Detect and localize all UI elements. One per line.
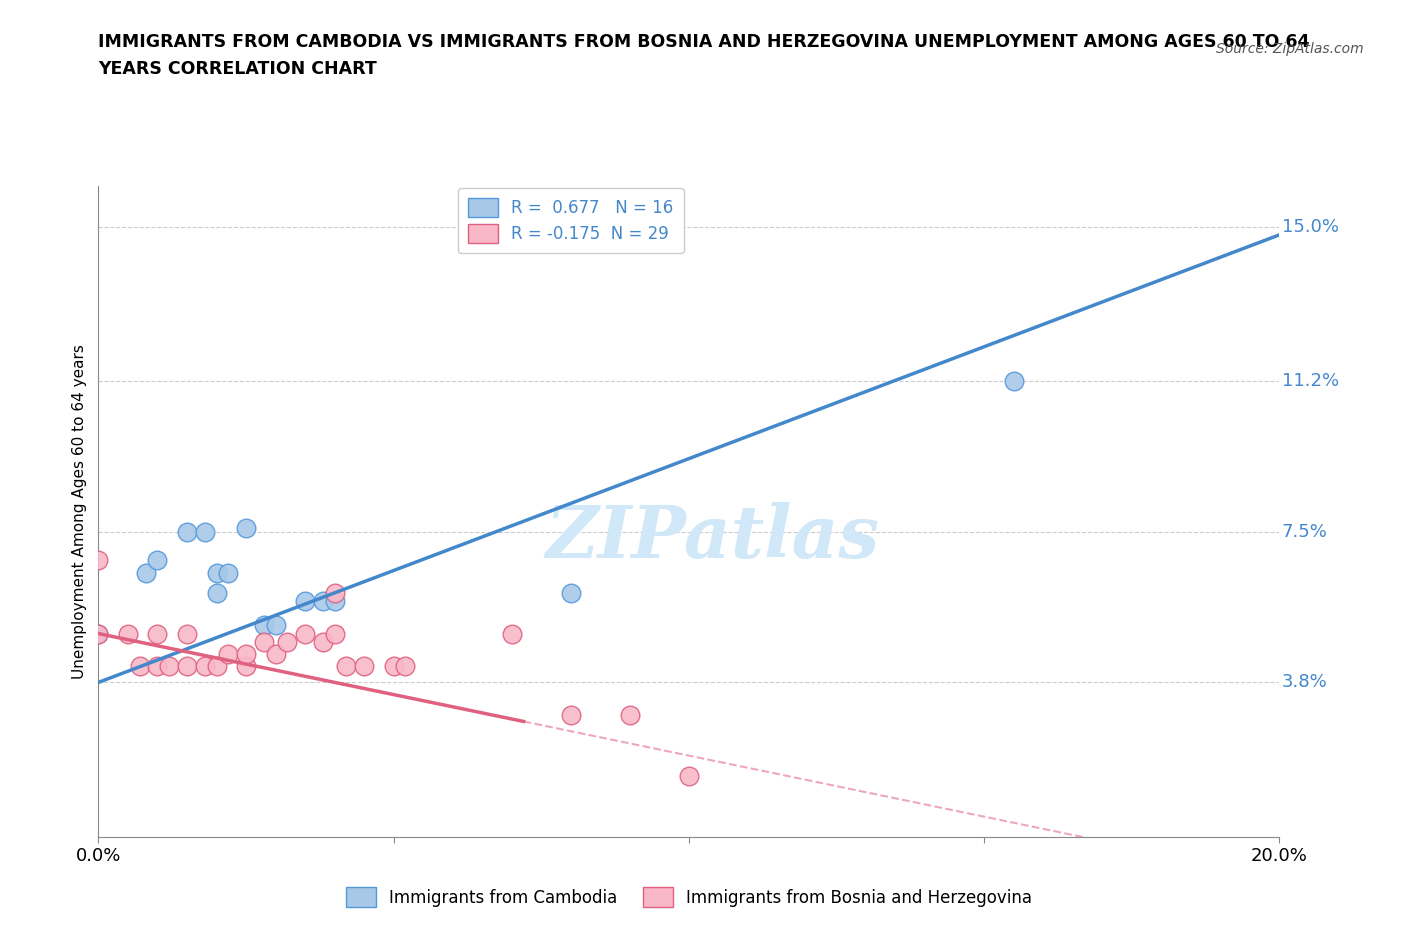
Point — [176, 525, 198, 539]
Point — [382, 658, 405, 673]
Text: 3.8%: 3.8% — [1282, 673, 1327, 691]
Text: Source: ZipAtlas.com: Source: ZipAtlas.com — [1216, 42, 1364, 56]
Point — [253, 634, 276, 649]
Point — [157, 658, 180, 673]
Point — [323, 586, 346, 601]
Point — [264, 618, 287, 633]
Point — [323, 593, 346, 608]
Point — [217, 646, 239, 661]
Point — [312, 634, 335, 649]
Point — [135, 565, 157, 580]
Point — [235, 521, 257, 536]
Point — [146, 658, 169, 673]
Point — [87, 626, 110, 641]
Point — [619, 708, 641, 723]
Point — [678, 768, 700, 783]
Point — [205, 658, 228, 673]
Point — [294, 593, 316, 608]
Text: 15.0%: 15.0% — [1282, 218, 1339, 235]
Text: 11.2%: 11.2% — [1282, 372, 1339, 391]
Point — [87, 626, 110, 641]
Point — [335, 658, 357, 673]
Point — [205, 565, 228, 580]
Point — [560, 708, 582, 723]
Point — [146, 626, 169, 641]
Point — [117, 626, 139, 641]
Legend: Immigrants from Cambodia, Immigrants from Bosnia and Herzegovina: Immigrants from Cambodia, Immigrants fro… — [339, 881, 1039, 913]
Point — [194, 525, 217, 539]
Text: YEARS CORRELATION CHART: YEARS CORRELATION CHART — [98, 60, 377, 78]
Point — [176, 626, 198, 641]
Point — [146, 552, 169, 567]
Text: IMMIGRANTS FROM CAMBODIA VS IMMIGRANTS FROM BOSNIA AND HERZEGOVINA UNEMPLOYMENT : IMMIGRANTS FROM CAMBODIA VS IMMIGRANTS F… — [98, 33, 1310, 50]
Point — [87, 552, 110, 567]
Point — [276, 634, 298, 649]
Point — [235, 658, 257, 673]
Point — [394, 658, 416, 673]
Point — [353, 658, 375, 673]
Point — [128, 658, 150, 673]
Point — [312, 593, 335, 608]
Point — [253, 618, 276, 633]
Point — [194, 658, 217, 673]
Point — [217, 565, 239, 580]
Point — [176, 658, 198, 673]
Point — [560, 586, 582, 601]
Y-axis label: Unemployment Among Ages 60 to 64 years: Unemployment Among Ages 60 to 64 years — [72, 344, 87, 679]
Point — [205, 586, 228, 601]
Text: 7.5%: 7.5% — [1282, 523, 1327, 541]
Point — [323, 626, 346, 641]
Point — [501, 626, 523, 641]
Point — [1002, 374, 1025, 389]
Point — [264, 646, 287, 661]
Point — [294, 626, 316, 641]
Point — [235, 646, 257, 661]
Text: ZIPatlas: ZIPatlas — [546, 502, 880, 573]
